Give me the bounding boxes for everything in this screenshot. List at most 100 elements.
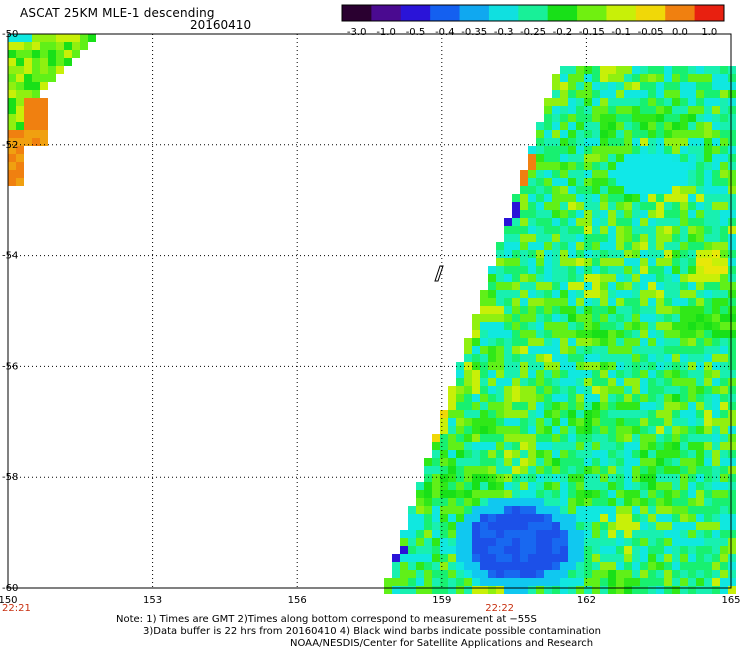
swath-cell: [664, 162, 672, 170]
swath-cell: [552, 346, 560, 354]
swath-cell: [608, 514, 616, 522]
swath-cell: [464, 482, 472, 490]
swath-cell: [568, 458, 576, 466]
swath-cell: [536, 314, 544, 322]
swath-cell: [656, 218, 664, 226]
swath-cell: [640, 122, 648, 130]
swath-cell: [544, 442, 552, 450]
swath-cell: [536, 322, 544, 330]
swath-cell: [672, 570, 680, 578]
swath-cell: [656, 98, 664, 106]
swath-cell: [680, 274, 688, 282]
swath-cell: [544, 530, 552, 538]
swath-cell: [608, 82, 616, 90]
swath-cell: [560, 442, 568, 450]
swath-cell: [600, 258, 608, 266]
swath-cell: [592, 442, 600, 450]
swath-cell: [688, 330, 696, 338]
swath-cell: [8, 74, 16, 82]
swath-cell: [408, 578, 416, 586]
swath-cell: [432, 474, 440, 482]
swath-cell: [720, 314, 728, 322]
axis-ticks: 150 153 156 159 162 165-50-52-54-56-58-6022:2…: [0, 29, 740, 614]
swath-cell: [632, 410, 640, 418]
swath-cell: [672, 434, 680, 442]
swath-cell: [608, 298, 616, 306]
swath-cell: [488, 378, 496, 386]
swath-cell: [568, 194, 576, 202]
swath-cell: [688, 234, 696, 242]
swath-cell: [544, 482, 552, 490]
swath-cell: [680, 242, 688, 250]
lon-tick-label: 156: [288, 595, 307, 606]
swath-cell: [16, 106, 24, 114]
swath-cell: [712, 186, 720, 194]
swath-cell: [712, 298, 720, 306]
swath-cell: [704, 402, 712, 410]
swath-cell: [632, 506, 640, 514]
swath-cell: [544, 306, 552, 314]
swath-cell: [528, 442, 536, 450]
swath-cells: [8, 34, 736, 594]
swath-cell: [544, 138, 552, 146]
swath-cell: [448, 410, 456, 418]
swath-cell: [632, 530, 640, 538]
swath-cell: [656, 450, 664, 458]
swath-cell: [584, 530, 592, 538]
swath-cell: [536, 274, 544, 282]
swath-cell: [672, 298, 680, 306]
swath-cell: [624, 90, 632, 98]
swath-cell: [8, 98, 16, 106]
swath-cell: [608, 274, 616, 282]
swath-cell: [712, 322, 720, 330]
swath-cell: [504, 226, 512, 234]
swath-cell: [624, 498, 632, 506]
swath-cell: [400, 578, 408, 586]
swath-cell: [480, 498, 488, 506]
swath-cell: [720, 586, 728, 594]
swath-cell: [472, 418, 480, 426]
swath-cell: [688, 386, 696, 394]
swath-cell: [496, 298, 504, 306]
swath-cell: [496, 522, 504, 530]
swath-cell: [688, 482, 696, 490]
swath-cell: [704, 474, 712, 482]
swath-cell: [720, 146, 728, 154]
swath-cell: [616, 282, 624, 290]
swath-cell: [608, 90, 616, 98]
swath-cell: [512, 266, 520, 274]
swath-cell: [568, 578, 576, 586]
swath-cell: [712, 474, 720, 482]
swath-cell: [24, 66, 32, 74]
swath-cell: [640, 434, 648, 442]
swath-cell: [472, 402, 480, 410]
swath-cell: [712, 466, 720, 474]
swath-cell: [696, 186, 704, 194]
swath-cell: [440, 562, 448, 570]
swath-cell: [560, 562, 568, 570]
swath-cell: [728, 554, 736, 562]
swath-cell: [536, 578, 544, 586]
swath-cell: [624, 370, 632, 378]
swath-cell: [584, 538, 592, 546]
swath-cell: [632, 98, 640, 106]
swath-cell: [688, 202, 696, 210]
swath-cell: [672, 66, 680, 74]
swath-cell: [584, 450, 592, 458]
swath-cell: [496, 258, 504, 266]
swath-cell: [472, 514, 480, 522]
swath-cell: [552, 282, 560, 290]
swath-cell: [608, 226, 616, 234]
swath-cell: [640, 274, 648, 282]
swath-cell: [640, 210, 648, 218]
swath-cell: [720, 258, 728, 266]
swath-cell: [448, 586, 456, 594]
swath-cell: [656, 546, 664, 554]
swath-cell: [544, 570, 552, 578]
swath-cell: [656, 570, 664, 578]
swath-cell: [480, 458, 488, 466]
swath-cell: [592, 378, 600, 386]
swath-cell: [552, 138, 560, 146]
swath-cell: [544, 418, 552, 426]
swath-cell: [448, 426, 456, 434]
